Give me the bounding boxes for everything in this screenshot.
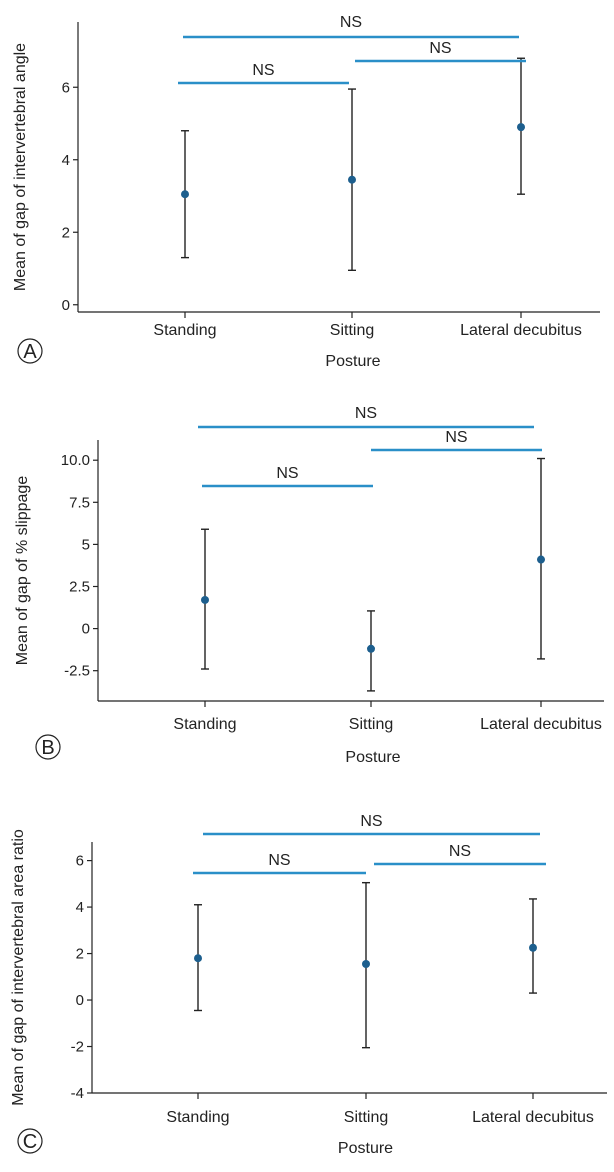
y-tick-label: -4 [71,1085,84,1102]
x-tick-label: Lateral decubitus [480,716,602,733]
data-point-sitting [367,644,375,653]
chart-panel-a: 0 2 4 6 Standing Sitting Lateral decubitus Post… [12,14,600,370]
panel-letter: C [23,1131,37,1153]
y-tick-label: -2.5 [64,663,90,680]
data-point-lateral-decubitus [529,943,537,952]
x-tick-label: Standing [173,716,236,733]
y-tick-label: 4 [76,899,84,916]
y-axis-title: Mean of gap of intervertebral area ratio [10,829,27,1106]
data-point-sitting [348,175,356,184]
data-point-lateral-decubitus [517,123,525,132]
significance-label: NS [449,843,471,860]
x-tick-label: Sitting [330,322,374,339]
y-tick-label: 10.0 [61,452,90,469]
chart-panel-c: -4 -2 0 2 4 6 Standing Sitting Lateral decubitus… [10,813,607,1157]
y-tick-label: 0 [62,297,70,314]
y-tick-label: 7.5 [69,494,90,511]
y-tick-label: 0 [76,992,84,1009]
y-tick-label: 6 [76,853,84,870]
panel-letter: A [23,341,37,363]
y-axis-title: Mean of gap of intervertebral angle [12,43,29,291]
significance-label: NS [276,465,298,482]
data-point-sitting [362,960,370,969]
y-tick-label: 2 [62,224,70,241]
y-tick-label: 6 [62,79,70,96]
x-tick-label: Lateral decubitus [460,322,582,339]
significance-label: NS [340,14,362,31]
x-axis-title: Posture [338,1140,393,1157]
data-point-standing [201,595,209,604]
significance-label: NS [268,852,290,869]
x-tick-label: Standing [166,1109,229,1126]
x-tick-label: Lateral decubitus [472,1109,594,1126]
y-tick-label: 5 [82,536,90,553]
data-point-lateral-decubitus [537,555,545,564]
y-tick-label: 2.5 [69,578,90,595]
significance-label: NS [355,405,377,422]
x-tick-label: Sitting [344,1109,388,1126]
y-tick-label: -2 [71,1039,84,1056]
x-axis-title: Posture [345,749,400,766]
y-tick-label: 0 [82,621,90,638]
y-tick-label: 4 [62,152,70,169]
x-tick-label: Sitting [349,716,393,733]
chart-panel-b: -2.5 0 2.5 5 7.5 10.0 Standing Sitting Lateral d… [14,405,604,766]
panel-letter: B [41,737,54,759]
panel-letter-circle [17,338,43,364]
x-tick-label: Standing [153,322,216,339]
y-tick-label: 2 [76,946,84,963]
significance-label: NS [360,813,382,830]
x-axis-title: Posture [325,353,380,370]
data-point-standing [181,190,189,199]
panel-letter-circle [17,1128,43,1154]
significance-label: NS [445,429,467,446]
panel-letter-circle [35,734,61,760]
significance-label: NS [429,40,451,57]
data-point-standing [194,954,202,963]
y-axis-title: Mean of gap of % slippage [14,476,31,666]
significance-label: NS [252,62,274,79]
